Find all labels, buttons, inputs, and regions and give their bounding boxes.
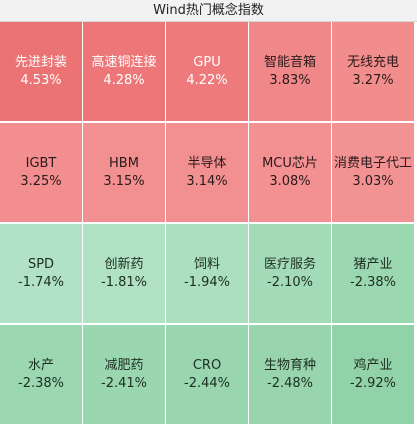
concept-name: 无线充电 xyxy=(346,54,399,70)
concept-change: 3.15% xyxy=(103,173,145,189)
concept-name: SPD xyxy=(27,256,55,272)
concept-tile[interactable]: 生物育种 -2.48% xyxy=(249,325,331,424)
concept-tile[interactable]: 智能音箱 3.83% xyxy=(249,22,331,121)
concept-name: 鸡产业 xyxy=(353,357,393,373)
concept-change: 3.03% xyxy=(352,173,394,189)
concept-change: -2.41% xyxy=(101,375,147,391)
concept-change: -1.81% xyxy=(101,274,147,290)
concept-tile[interactable]: 高速铜连接 4.28% xyxy=(83,22,165,121)
concept-name: 减肥药 xyxy=(104,357,144,373)
concept-name: 消费电子代工 xyxy=(333,155,412,171)
concept-change: -2.10% xyxy=(267,274,313,290)
concept-change: -2.44% xyxy=(184,375,230,391)
concept-change: -1.74% xyxy=(18,274,64,290)
concept-change: -2.48% xyxy=(267,375,313,391)
concept-change: -2.92% xyxy=(350,375,396,391)
concept-change: -2.38% xyxy=(18,375,64,391)
concept-tile[interactable]: CRO -2.44% xyxy=(166,325,248,424)
concept-name: 创新药 xyxy=(104,256,144,272)
concept-tile[interactable]: IGBT 3.25% xyxy=(0,123,82,222)
concept-tile[interactable]: 先进封装 4.53% xyxy=(0,22,82,121)
concept-tile[interactable]: HBM 3.15% xyxy=(83,123,165,222)
concept-change: 3.25% xyxy=(20,173,62,189)
concept-change: 4.28% xyxy=(103,72,145,88)
concept-change: -2.38% xyxy=(350,274,396,290)
concept-tile[interactable]: 饲料 -1.94% xyxy=(166,224,248,323)
concept-change: 4.22% xyxy=(186,72,228,88)
concept-name: 半导体 xyxy=(187,155,227,171)
widget-title: Wind热门概念指数 xyxy=(0,0,417,22)
concept-name: MCU芯片 xyxy=(262,155,318,171)
concept-tile[interactable]: 半导体 3.14% xyxy=(166,123,248,222)
concept-name: HBM xyxy=(109,155,139,171)
concept-tile[interactable]: 无线充电 3.27% xyxy=(332,22,414,121)
concept-tile[interactable]: 医疗服务 -2.10% xyxy=(249,224,331,323)
concept-change: 3.83% xyxy=(269,72,311,88)
concept-name: 生物育种 xyxy=(263,357,316,373)
concept-name: IGBT xyxy=(25,155,57,171)
concept-tile[interactable]: 猪产业 -2.38% xyxy=(332,224,414,323)
concept-tile[interactable]: 水产 -2.38% xyxy=(0,325,82,424)
concept-change: 3.14% xyxy=(186,173,228,189)
concept-tile[interactable]: 鸡产业 -2.92% xyxy=(332,325,414,424)
concept-name: 饲料 xyxy=(193,256,220,272)
concept-tile[interactable]: MCU芯片 3.08% xyxy=(249,123,331,222)
concept-name: CRO xyxy=(192,357,222,373)
concept-name: GPU xyxy=(193,54,221,70)
concept-change: 3.27% xyxy=(352,72,394,88)
concept-name: 医疗服务 xyxy=(263,256,316,272)
concept-tile[interactable]: 减肥药 -2.41% xyxy=(83,325,165,424)
concept-name: 猪产业 xyxy=(353,256,393,272)
concept-name: 高速铜连接 xyxy=(91,54,157,70)
concept-tile[interactable]: 创新药 -1.81% xyxy=(83,224,165,323)
concept-change: 3.08% xyxy=(269,173,311,189)
concept-name: 水产 xyxy=(27,357,54,373)
concept-change: -1.94% xyxy=(184,274,230,290)
concept-change: 4.53% xyxy=(20,72,62,88)
concept-name: 智能音箱 xyxy=(263,54,316,70)
concept-tile-grid: 先进封装 4.53% 高速铜连接 4.28% GPU 4.22% 智能音箱 3.83% … xyxy=(0,22,416,424)
concept-tile[interactable]: GPU 4.22% xyxy=(166,22,248,121)
concept-tile[interactable]: SPD -1.74% xyxy=(0,224,82,323)
concept-name: 先进封装 xyxy=(14,54,67,70)
concept-tile[interactable]: 消费电子代工 3.03% xyxy=(332,123,414,222)
